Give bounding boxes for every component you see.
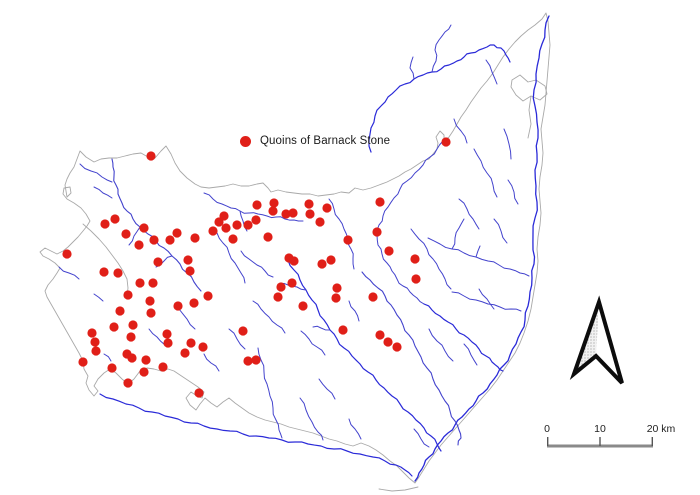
barnack-stone-marker	[127, 353, 137, 363]
barnack-stone-marker	[383, 337, 393, 347]
barnack-stone-marker	[268, 206, 278, 216]
barnack-stone-marker	[289, 256, 299, 266]
barnack-stone-marker	[203, 291, 213, 301]
barnack-stone-marker	[165, 235, 175, 245]
barnack-stone-marker	[238, 326, 248, 336]
scale-label-20km: 20 km	[647, 423, 676, 435]
barnack-stone-marker	[251, 355, 261, 365]
barnack-stone-marker	[100, 219, 110, 229]
barnack-stone-marker	[109, 322, 119, 332]
barnack-stone-marker	[251, 215, 261, 225]
barnack-stone-marker	[146, 308, 156, 318]
barnack-stone-marker	[126, 332, 136, 342]
barnack-stone-marker	[375, 197, 385, 207]
barnack-stone-marker	[232, 220, 242, 230]
barnack-stone-marker	[173, 301, 183, 311]
barnack-stone-marker	[287, 278, 297, 288]
barnack-stone-marker	[91, 346, 101, 356]
barnack-stone-marker	[372, 227, 382, 237]
barnack-stone-marker	[145, 296, 155, 306]
barnack-stone-marker	[288, 208, 298, 218]
barnack-stone-marker	[183, 255, 193, 265]
barnack-stone-marker	[99, 267, 109, 277]
barnack-stone-marker	[162, 329, 172, 339]
barnack-stone-marker	[141, 355, 151, 365]
barnack-stone-marker	[185, 266, 195, 276]
barnack-stone-marker	[243, 220, 253, 230]
barnack-stone-marker	[107, 363, 117, 373]
barnack-stone-marker	[326, 255, 336, 265]
legend-label: Quoins of Barnack Stone	[260, 135, 391, 147]
map-legend: Quoins of Barnack Stone	[240, 135, 390, 147]
barnack-stone-marker	[198, 342, 208, 352]
barnack-stone-marker	[180, 348, 190, 358]
barnack-stone-marker	[392, 342, 402, 352]
barnack-stone-marker	[221, 223, 231, 233]
barnack-stone-marker	[134, 240, 144, 250]
barnack-stone-marker	[252, 200, 262, 210]
barnack-stone-marker	[273, 292, 283, 302]
barnack-stone-marker	[110, 214, 120, 224]
barnack-stone-marker	[172, 228, 182, 238]
barnack-stone-marker	[194, 388, 204, 398]
barnack-stone-marker	[87, 328, 97, 338]
barnack-stone-marker	[384, 246, 394, 256]
barnack-stone-marker	[189, 298, 199, 308]
barnack-stone-marker	[115, 306, 125, 316]
barnack-stone-marker	[317, 259, 327, 269]
barnack-stone-marker	[305, 209, 315, 219]
county-boundary-layer	[39, 12, 551, 492]
barnack-stone-marker	[128, 320, 138, 330]
barnack-stone-marker	[263, 232, 273, 242]
barnack-stone-marker	[113, 268, 123, 278]
barnack-stone-marker	[411, 274, 421, 284]
legend-marker-icon	[240, 135, 251, 147]
barnack-stone-marker	[153, 257, 163, 267]
barnack-stone-marker	[243, 356, 253, 366]
scale-bar: 0 10 20 km	[544, 423, 676, 448]
barnack-stone-marker	[208, 226, 218, 236]
barnack-stone-marker	[148, 278, 158, 288]
scale-label-0: 0	[544, 423, 550, 435]
barnack-stone-marker	[163, 338, 173, 348]
barnack-stone-marker	[78, 357, 88, 367]
barnack-stone-marker	[190, 233, 200, 243]
barnack-stone-marker	[149, 235, 159, 245]
barnack-stone-marker	[332, 283, 342, 293]
barnack-stone-marker	[331, 293, 341, 303]
scale-label-10: 10	[594, 423, 606, 435]
barnack-stone-marker	[315, 217, 325, 227]
barnack-stone-marker	[322, 203, 332, 213]
barnack-stone-marker	[281, 209, 291, 219]
barnack-stone-marker	[276, 282, 286, 292]
rivers-layer	[58, 15, 550, 482]
barnack-stone-marker	[375, 330, 385, 340]
barnack-stone-marker	[123, 290, 133, 300]
barnack-stone-marker	[298, 301, 308, 311]
barnack-stone-marker	[343, 235, 353, 245]
barnack-stone-marker	[304, 199, 314, 209]
barnack-stone-marker	[139, 223, 149, 233]
barnack-stone-marker	[219, 211, 229, 221]
barnack-stone-marker	[135, 278, 145, 288]
barnack-stone-marker	[228, 234, 238, 244]
barnack-stone-marker	[338, 325, 348, 335]
north-arrow-icon	[569, 295, 624, 385]
barnack-stone-marker	[90, 337, 100, 347]
barnack-stone-marker	[123, 378, 133, 388]
barnack-stone-marker	[441, 137, 451, 147]
barnack-stone-marker	[186, 338, 196, 348]
barnack-stone-marker	[139, 367, 149, 377]
barnack-stone-marker	[62, 249, 72, 259]
barnack-stone-marker	[410, 254, 420, 264]
barnack-stone-marker	[158, 362, 168, 372]
barnack-stone-marker	[146, 151, 156, 161]
barnack-stone-marker	[368, 292, 378, 302]
barnack-stone-marker	[269, 198, 279, 208]
markers-layer	[62, 137, 451, 398]
barnack-stone-marker	[121, 229, 131, 239]
